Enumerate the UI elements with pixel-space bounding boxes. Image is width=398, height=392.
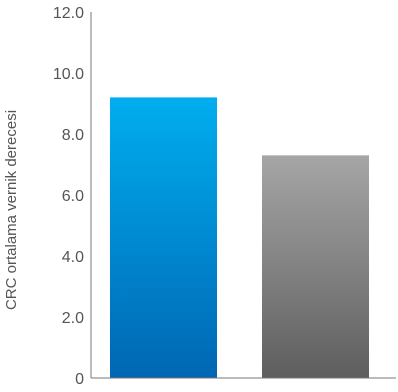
y-tick-label: 10.0: [53, 66, 84, 83]
bar-2: [262, 155, 369, 378]
y-tick-label: 6.0: [62, 188, 84, 205]
y-tick-label: 4.0: [62, 249, 84, 266]
y-tick-label: 2.0: [62, 310, 84, 327]
y-tick-label: 12.0: [53, 5, 84, 22]
y-axis-tick-labels: 0 2.0 4.0 6.0 8.0 10.0 12.0: [53, 5, 84, 388]
y-tick-label: 0: [75, 371, 84, 388]
y-axis-label: CRC ortalama vernik derecesi: [3, 110, 20, 310]
bar-1: [110, 97, 217, 379]
y-tick-label: 8.0: [62, 127, 84, 144]
bars: [110, 97, 369, 379]
